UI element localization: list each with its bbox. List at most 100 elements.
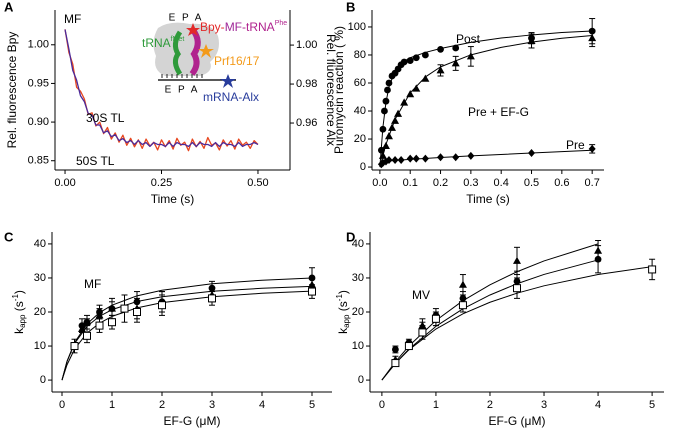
y-axis-label: kapp (s-1) (11, 290, 27, 334)
point (648, 265, 657, 274)
mrna-label: mRNA-Alx (203, 90, 259, 104)
point (208, 294, 216, 303)
y-tick-label: 0.95 (28, 77, 49, 89)
point (513, 256, 521, 264)
panel-letter: A (4, 0, 14, 14)
x-tick-label: 5 (309, 399, 315, 411)
series-line (381, 266, 653, 381)
point (436, 66, 445, 74)
y-axis-label-part: -1 (335, 294, 344, 302)
series-line (379, 30, 593, 168)
phe-text: Phe (275, 20, 288, 27)
point (431, 314, 440, 323)
trna-label: tRNAfMet (142, 36, 184, 50)
x-tick-label: 0.3 (463, 177, 478, 189)
y-tick-label: 0 (40, 374, 46, 386)
x-tick-label: 0 (379, 399, 385, 411)
ribosome (153, 22, 219, 77)
point (400, 98, 409, 106)
y-axis-label-part: app (18, 314, 27, 328)
point (513, 284, 521, 293)
y2-tick-label: 0.98 (296, 78, 317, 90)
bpy-text: Bpy- (200, 20, 225, 34)
x-tick-label: 0.0 (372, 177, 387, 189)
series-line (379, 35, 593, 168)
y-axis-label: kapp (s-1) (335, 290, 351, 334)
point (458, 301, 467, 310)
series-label: 30S TL (86, 111, 125, 125)
x-tick-label: 3 (541, 399, 547, 411)
panel-letter: B (346, 0, 355, 14)
x-tick-label: 0.25 (151, 177, 172, 189)
sites-bottom: E P A (165, 85, 200, 96)
y-tick-label: 30 (34, 272, 46, 284)
x-tick-label: 5 (649, 399, 655, 411)
point (418, 321, 427, 329)
y-tick-label: 40 (34, 238, 46, 250)
point (588, 33, 597, 42)
panel-annotation: MV (412, 288, 430, 302)
x-tick-label: 0.5 (524, 177, 539, 189)
point (458, 280, 467, 288)
y-axis-label-part: app (342, 314, 351, 328)
point (83, 331, 91, 340)
fmet-text: fMet (171, 36, 185, 43)
point (385, 156, 393, 165)
series-line (64, 29, 259, 148)
x-axis-label: EF-G (μM) (164, 414, 221, 428)
point (308, 280, 316, 288)
x-tick-label: 0.1 (403, 177, 418, 189)
x-tick-label: 3 (209, 399, 215, 411)
y2-tick-label: 0.96 (296, 117, 317, 129)
point (451, 59, 460, 67)
x-axis-label: EF-G (μM) (489, 414, 546, 428)
point (391, 359, 400, 368)
y-axis-label: Rel. fluorescence Bpy (5, 32, 19, 149)
y-tick-label: 100 (348, 21, 366, 33)
point (594, 246, 603, 254)
series-line (381, 243, 599, 381)
y-tick-label: 0 (358, 374, 364, 386)
series-line (61, 285, 313, 381)
point (418, 328, 427, 337)
y-tick-label: 20 (352, 306, 364, 318)
x-tick-label: 1 (433, 399, 439, 411)
point (452, 153, 460, 162)
y-tick-label: 10 (352, 340, 364, 352)
y-tick-label: 40 (352, 238, 364, 250)
y-tick-label: 60 (354, 77, 366, 89)
series-label: Pre (566, 138, 585, 152)
x-tick-label: 0.50 (247, 177, 268, 189)
point (406, 154, 414, 163)
series-label: Post (456, 32, 481, 46)
y2-tick-label: 1.00 (296, 39, 317, 51)
panel-annotation: MF (64, 12, 81, 26)
point (588, 144, 596, 153)
x-tick-label: 2 (159, 399, 165, 411)
series-label: 50S TL (76, 154, 115, 168)
trna-p (172, 30, 183, 76)
panel-letter: C (4, 229, 14, 244)
point (83, 318, 91, 326)
y-tick-label: 80 (354, 49, 366, 61)
alx-star (220, 74, 236, 88)
y2-axis-label: Rel. fluorescence Alx (324, 34, 338, 146)
series-line (61, 290, 313, 381)
prf-label: Prf16/17 (214, 54, 260, 68)
y-tick-label: 40 (354, 105, 366, 117)
x-axis-label: Time (s) (151, 192, 195, 206)
x-axis-label: Time (s) (466, 192, 510, 206)
trna-a (189, 28, 201, 76)
y-tick-label: 30 (352, 272, 364, 284)
y-axis-label-part: ) (336, 290, 350, 294)
point (133, 308, 141, 316)
prf-star (198, 44, 214, 58)
y-tick-label: 10 (34, 340, 46, 352)
point (108, 304, 116, 312)
point (404, 342, 413, 351)
point (392, 346, 399, 353)
x-tick-label: 4 (595, 399, 601, 411)
point (108, 318, 116, 327)
point (412, 84, 421, 92)
